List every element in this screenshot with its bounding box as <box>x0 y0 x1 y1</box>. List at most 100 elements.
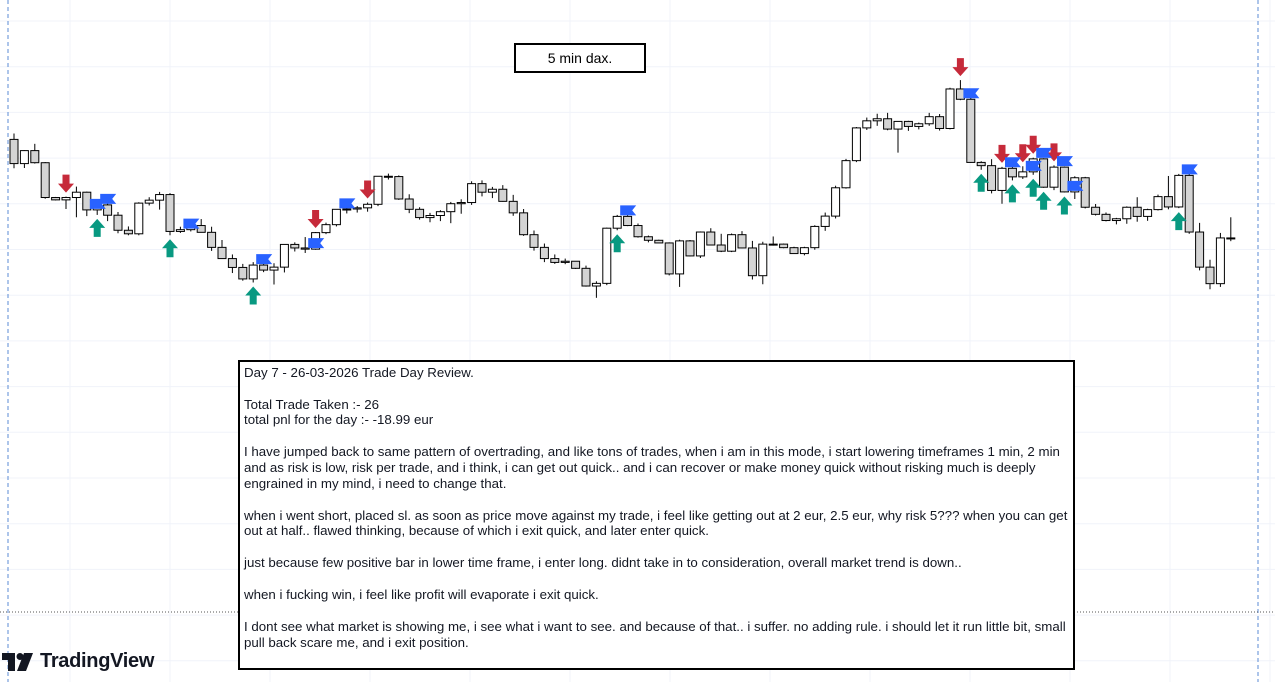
candle-body <box>342 208 352 211</box>
candles[interactable] <box>9 80 1236 298</box>
candle-body <box>456 202 466 205</box>
candle <box>945 87 955 130</box>
candle <box>227 254 237 274</box>
candle-body <box>207 231 217 248</box>
chart-title-label[interactable]: 5 min dax. <box>514 43 646 73</box>
candle-body <box>321 224 331 234</box>
candle <box>477 180 487 197</box>
candle <box>914 122 924 130</box>
candle <box>9 133 19 169</box>
candle <box>269 263 279 285</box>
candle <box>581 265 591 287</box>
candle <box>633 223 643 238</box>
candle-body <box>1215 237 1225 285</box>
candle-body <box>352 207 362 210</box>
candle-body <box>955 88 965 100</box>
candle <box>664 242 674 276</box>
candle-body <box>872 118 882 122</box>
candle-body <box>300 247 310 250</box>
trade-review-note[interactable]: Day 7 - 26-03-2026 Trade Day Review. Tot… <box>238 360 1075 670</box>
note-paragraph: when i went short, placed sl. as soon as… <box>244 507 1072 539</box>
trade-markers[interactable] <box>58 58 1198 305</box>
candle <box>1039 158 1049 188</box>
candle <box>612 214 622 231</box>
candle-body <box>550 258 560 263</box>
candle-body <box>227 258 237 268</box>
tradingview-logo[interactable]: TradingView <box>2 650 154 673</box>
candle-body <box>727 234 737 252</box>
candle-body <box>1174 174 1184 208</box>
candle-body <box>1101 213 1111 222</box>
candle <box>1174 173 1184 209</box>
candle-body <box>1091 206 1101 215</box>
candle-body <box>446 203 456 213</box>
sell-arrow-icon <box>952 58 969 77</box>
candle-body <box>914 123 924 127</box>
candle <box>1080 176 1090 209</box>
buy-arrow-icon <box>609 234 626 253</box>
candle <box>123 226 133 236</box>
candle <box>997 166 1007 204</box>
candle <box>456 199 466 214</box>
candle <box>279 243 289 273</box>
candle <box>383 173 393 180</box>
note-paragraph: I have jumped back to same pattern of ov… <box>244 444 1064 491</box>
candle-body <box>217 246 227 260</box>
candle <box>363 202 373 212</box>
candle <box>331 208 341 227</box>
candle <box>810 225 820 250</box>
candle <box>685 239 695 257</box>
candle <box>602 227 612 286</box>
candle-body <box>498 188 508 202</box>
candle-body <box>269 266 279 271</box>
candle-body <box>19 150 29 165</box>
candle-body <box>155 194 165 201</box>
candle-body <box>1205 266 1215 285</box>
candle-body <box>987 165 997 191</box>
candle-body <box>144 199 154 204</box>
candle <box>82 191 92 217</box>
candle-body <box>1132 206 1142 217</box>
candle-body <box>394 176 404 200</box>
candle-body <box>238 266 248 280</box>
candle-body <box>903 120 913 127</box>
candle <box>1184 173 1194 234</box>
candle <box>695 231 705 258</box>
candle-body <box>1039 158 1049 188</box>
candle <box>1205 259 1215 290</box>
candle-body <box>487 188 497 193</box>
candle-body <box>435 211 445 217</box>
candle-body <box>165 194 175 232</box>
candle <box>508 194 518 216</box>
candle-body <box>331 208 341 226</box>
candle <box>976 161 986 170</box>
candle-body <box>612 215 622 229</box>
candle-body <box>976 161 986 167</box>
buy-arrow-icon <box>1035 191 1052 210</box>
candle <box>529 230 539 251</box>
candle-body <box>1163 196 1173 208</box>
candle <box>238 263 248 281</box>
candle <box>1122 206 1132 224</box>
candle <box>1059 166 1069 193</box>
buy-arrow-icon <box>1056 196 1073 215</box>
candle-body <box>685 240 695 257</box>
candle-body <box>966 98 976 163</box>
candle <box>373 175 383 207</box>
candle <box>1111 217 1121 225</box>
candle <box>1007 165 1017 181</box>
candle <box>446 201 456 224</box>
candle <box>987 159 997 194</box>
candle-body <box>643 236 653 241</box>
candle <box>134 202 144 236</box>
candle-body <box>695 231 705 257</box>
candle-body <box>758 243 768 277</box>
candle-body <box>1195 231 1205 268</box>
candle <box>30 143 40 164</box>
note-line: total pnl for the day :- -18.99 eur <box>244 412 434 428</box>
candle <box>706 228 716 246</box>
candle-body <box>383 175 393 178</box>
candle-body <box>571 260 581 269</box>
candle <box>935 114 945 131</box>
candle <box>217 239 227 260</box>
